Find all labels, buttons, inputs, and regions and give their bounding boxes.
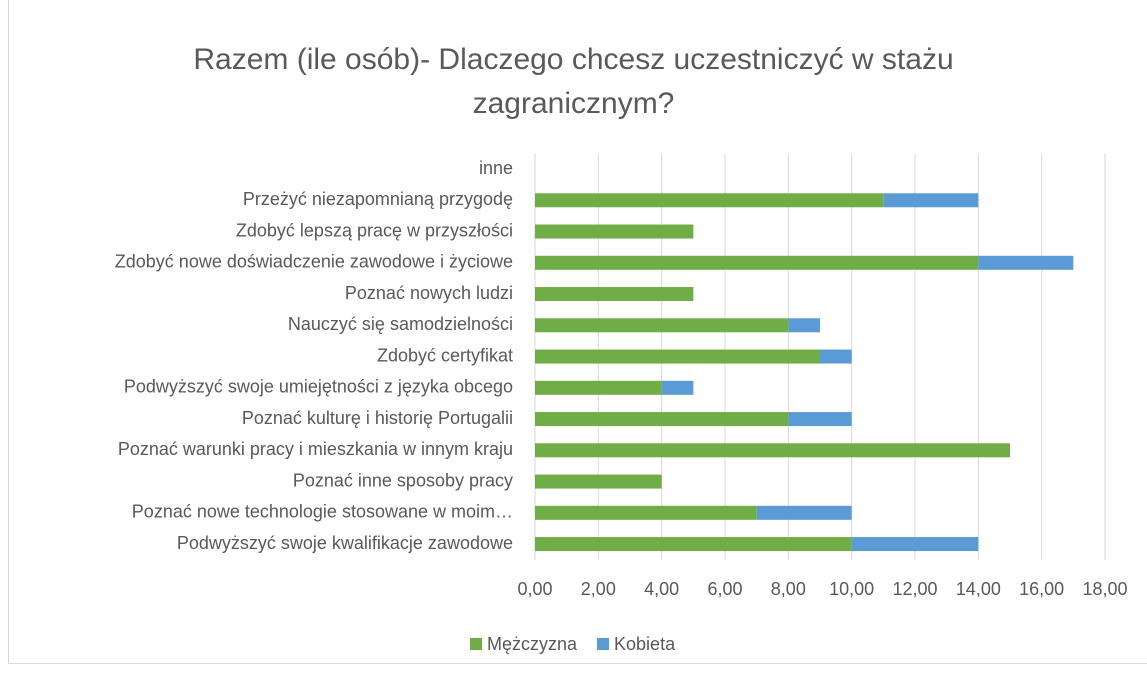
chart-title: Razem (ile osób)- Dlaczego chcesz uczest… bbox=[193, 43, 954, 120]
bar-segment bbox=[535, 380, 662, 395]
x-tick-label: 0,00 bbox=[517, 579, 552, 599]
bar-segment bbox=[851, 537, 979, 552]
y-tick-label: Poznać nowe technologie stosowane w moim… bbox=[132, 502, 513, 522]
y-tick-label: inne bbox=[479, 158, 513, 178]
x-tick-label: 10,00 bbox=[829, 579, 874, 599]
x-tick-label: 14,00 bbox=[956, 579, 1001, 599]
legend-label: Kobieta bbox=[614, 634, 676, 654]
legend-swatch bbox=[597, 638, 610, 650]
bar-segment bbox=[883, 193, 979, 208]
y-tick-label: Nauczyć się samodzielności bbox=[288, 314, 513, 334]
bar-segment bbox=[535, 349, 820, 364]
bar-segment bbox=[535, 287, 694, 302]
y-tick-label: Przeżyć niezapomnianą przygodę bbox=[243, 189, 513, 209]
x-tick-label: 12,00 bbox=[892, 579, 937, 599]
bar-segment bbox=[535, 537, 852, 552]
x-tick-label: 18,00 bbox=[1082, 579, 1127, 599]
bar-segment bbox=[535, 443, 1010, 458]
bar-segment bbox=[535, 505, 757, 520]
y-tick-label: Zdobyć nowe doświadczenie zawodowe i życ… bbox=[115, 252, 513, 272]
bar-segment bbox=[820, 349, 852, 364]
x-tick-label: 6,00 bbox=[707, 579, 742, 599]
y-tick-label: Poznać inne sposoby pracy bbox=[293, 470, 513, 490]
y-tick-label: Poznać warunki pracy i mieszkania w inny… bbox=[118, 439, 513, 459]
bar-segment bbox=[535, 318, 789, 333]
y-tick-label: Poznać kulturę i historię Portugalii bbox=[242, 408, 513, 428]
x-tick-label: 16,00 bbox=[1019, 579, 1064, 599]
bar-segment bbox=[535, 474, 662, 489]
x-tick-label: 4,00 bbox=[644, 579, 679, 599]
legend-label: Mężczyzna bbox=[487, 634, 578, 654]
bar-segment bbox=[535, 412, 789, 427]
x-tick-label: 2,00 bbox=[581, 579, 616, 599]
bar-segment bbox=[788, 318, 820, 333]
legend-swatch bbox=[470, 638, 482, 650]
y-tick-label: Podwyższyć swoje umiejętności z języka o… bbox=[124, 377, 513, 397]
bar-segment bbox=[661, 380, 694, 395]
y-tick-label: Poznać nowych ludzi bbox=[345, 283, 513, 303]
y-tick-label: Podwyższyć swoje kwalifikacje zawodowe bbox=[177, 533, 513, 553]
bar-segment bbox=[788, 412, 852, 427]
bar-segment bbox=[535, 255, 979, 270]
x-tick-label: 8,00 bbox=[771, 579, 806, 599]
bar-segment bbox=[978, 255, 1074, 270]
bar-segment bbox=[756, 505, 852, 520]
bar-segment bbox=[535, 193, 884, 208]
y-tick-label: Zdobyć certyfikat bbox=[377, 345, 513, 365]
y-tick-label: Zdobyć lepszą pracę w przyszłości bbox=[236, 220, 513, 240]
bar-segment bbox=[535, 224, 694, 239]
chart-frame bbox=[8, 0, 1147, 664]
